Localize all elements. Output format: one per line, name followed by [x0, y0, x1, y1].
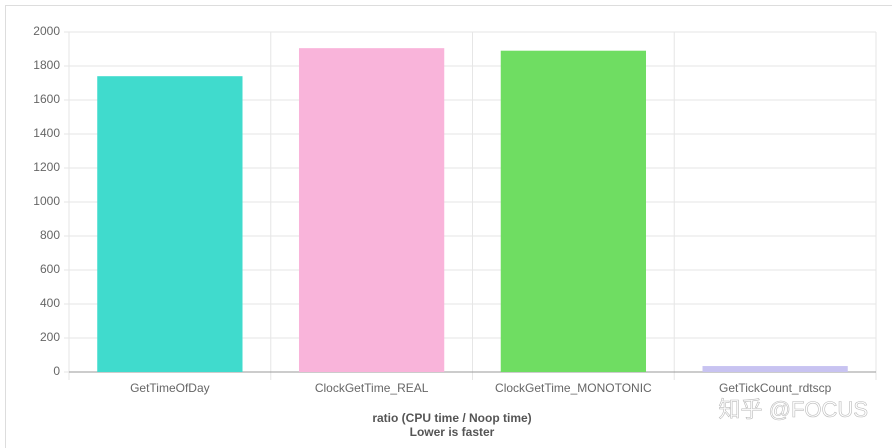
- y-tick-label: 1200: [33, 160, 60, 174]
- bar: [500, 50, 647, 372]
- y-tick-label: 600: [40, 262, 60, 276]
- y-tick-label: 1600: [33, 92, 60, 106]
- x-tick-label: ClockGetTime_REAL: [315, 381, 429, 395]
- y-tick-label: 200: [40, 330, 60, 344]
- y-tick-label: 2000: [33, 24, 60, 38]
- frame: [5, 5, 892, 448]
- y-tick-label: 0: [53, 364, 60, 378]
- x-tick-label: GetTimeOfDay: [130, 381, 210, 395]
- y-tick-label: 1000: [33, 194, 60, 208]
- x-axis-title: ratio (CPU time / Noop time): [372, 411, 531, 425]
- x-tick-label: GetTickCount_rdtscp: [719, 381, 832, 395]
- bar: [298, 48, 445, 373]
- y-tick-label: 400: [40, 296, 60, 310]
- bar: [97, 76, 243, 372]
- watermark: 知乎 @FOCUS: [719, 397, 868, 422]
- x-axis-subtitle: Lower is faster: [410, 425, 495, 439]
- x-tick-label: ClockGetTime_MONOTONIC: [495, 381, 652, 395]
- bar: [702, 366, 848, 372]
- y-tick-label: 800: [40, 228, 60, 242]
- y-tick-label: 1400: [33, 126, 60, 140]
- y-tick-label: 1800: [33, 58, 60, 72]
